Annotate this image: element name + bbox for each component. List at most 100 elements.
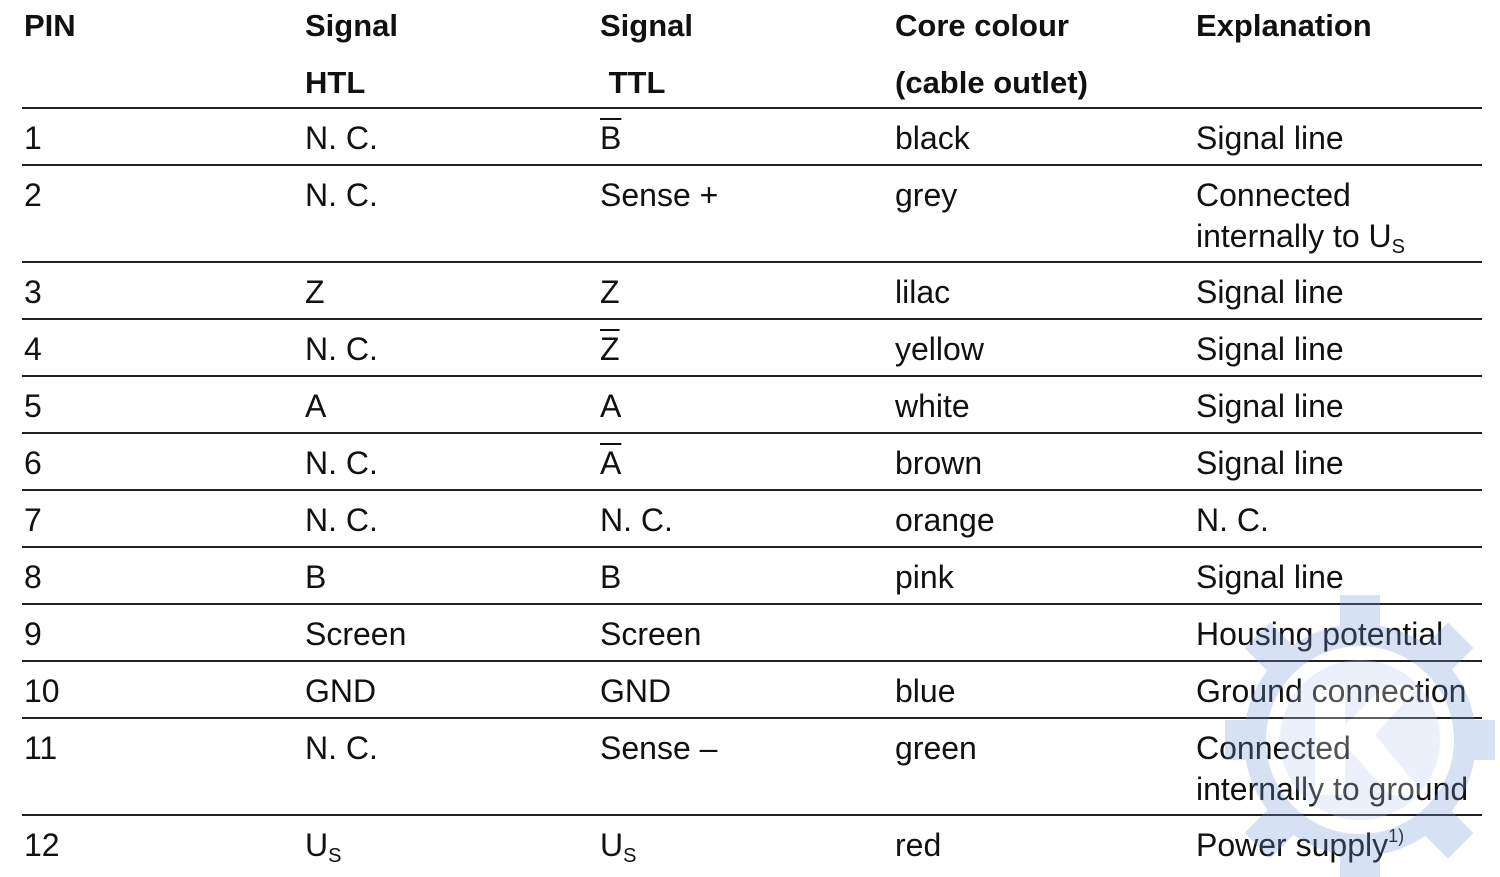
cell-signal-ttl: A — [600, 386, 621, 427]
cell-signal-ttl: N. C. — [600, 500, 673, 541]
cell-text: N. C. — [305, 331, 378, 367]
cell-text: red — [895, 827, 942, 863]
cell-signal-htl: N. C. — [305, 443, 378, 484]
cell-signal-ttl: Sense – — [600, 728, 717, 769]
cell-signal-htl: US — [305, 825, 341, 866]
cell-pin: 7 — [24, 500, 42, 541]
cell-pin: 5 — [24, 386, 42, 427]
cell-pin: 8 — [24, 557, 42, 598]
header-pin: PIN — [24, 0, 76, 111]
cell-explanation: Signal line — [1196, 118, 1344, 159]
cell-signal-htl: Screen — [305, 614, 406, 655]
cell-pin: 10 — [24, 671, 60, 712]
cell-signal-htl: GND — [305, 671, 376, 712]
cell-explanation: Signal line — [1196, 443, 1344, 484]
cell-core-colour: blue — [895, 671, 956, 712]
row-divider — [22, 489, 1482, 491]
header-text: Core colour — [895, 8, 1069, 43]
cell-text: 4 — [24, 331, 42, 367]
cell-core-colour: grey — [895, 175, 957, 216]
cell-explanation: Signal line — [1196, 329, 1344, 370]
cell-signal-ttl: Sense + — [600, 175, 718, 216]
cell-text: Z — [600, 331, 620, 367]
cell-text: internally to ground — [1196, 771, 1469, 807]
cell-text: blue — [895, 673, 956, 709]
cell-text: grey — [895, 177, 958, 213]
row-divider — [22, 814, 1482, 816]
cell-text: 11 — [24, 730, 58, 766]
cell-text: Sense + — [600, 177, 719, 213]
cell-signal-htl: N. C. — [305, 118, 378, 159]
cell-text: Ground connection — [1196, 673, 1467, 709]
header-explanation: Explanation — [1196, 0, 1372, 111]
cell-text: yellow — [895, 331, 984, 367]
cell-explanation: Connected internally to ground — [1196, 728, 1468, 810]
cell-text: 6 — [24, 445, 42, 481]
cell-text: lilac — [895, 274, 951, 310]
cell-signal-htl: N. C. — [305, 329, 378, 370]
cell-text: Signal line — [1196, 274, 1344, 310]
cell-signal-ttl: B — [600, 118, 621, 159]
cell-signal-htl: N. C. — [305, 500, 378, 541]
header-core-colour: Core colour (cable outlet) — [895, 0, 1088, 111]
cell-core-colour: red — [895, 825, 941, 866]
cell-text: Connected — [1196, 177, 1351, 213]
cell-text: Z — [305, 274, 325, 310]
cell-core-colour: lilac — [895, 272, 950, 313]
cell-text: Connected — [1196, 730, 1351, 766]
cell-explanation: N. C. — [1196, 500, 1269, 541]
cell-text: Housing potential — [1196, 616, 1444, 652]
cell-text: U — [305, 827, 329, 863]
cell-signal-ttl: B — [600, 557, 621, 598]
header-text: HTL — [305, 65, 366, 100]
subscript: S — [623, 845, 637, 867]
cell-text: brown — [895, 445, 983, 481]
header-text: Explanation — [1196, 8, 1372, 43]
row-divider — [22, 318, 1482, 320]
row-divider — [22, 660, 1482, 662]
cell-signal-htl: B — [305, 557, 326, 598]
cell-text: N. C. — [305, 502, 378, 538]
header-text: Signal — [305, 8, 399, 43]
cell-text: B — [305, 559, 327, 595]
cell-text: B — [600, 120, 622, 156]
cell-text: 3 — [24, 274, 42, 310]
cell-explanation: Housing potential — [1196, 614, 1443, 655]
cell-text: GND — [600, 673, 672, 709]
cell-signal-ttl: Z — [600, 329, 620, 370]
header-text: TTL — [600, 65, 666, 100]
cell-text: 7 — [24, 502, 42, 538]
subscript: S — [1391, 236, 1405, 258]
cell-text: 1 — [24, 120, 42, 156]
cell-text: Signal line — [1196, 388, 1344, 424]
cell-core-colour: white — [895, 386, 970, 427]
cell-pin: 1 — [24, 118, 42, 159]
row-divider — [22, 546, 1482, 548]
cell-core-colour: orange — [895, 500, 995, 541]
header-signal-htl: Signal HTL — [305, 0, 398, 111]
row-divider — [22, 603, 1482, 605]
cell-text: white — [895, 388, 970, 424]
cell-text: 8 — [24, 559, 42, 595]
cell-text: A — [305, 388, 327, 424]
cell-text: 5 — [24, 388, 42, 424]
cell-text: Signal line — [1196, 559, 1344, 595]
header-signal-ttl: Signal TTL — [600, 0, 693, 111]
cell-text: Signal line — [1196, 445, 1344, 481]
cell-text: A — [600, 445, 622, 481]
cell-text: Power supply — [1196, 827, 1389, 863]
cell-core-colour: pink — [895, 557, 954, 598]
cell-signal-htl: Z — [305, 272, 325, 313]
cell-text: orange — [895, 502, 995, 538]
cell-pin: 4 — [24, 329, 42, 370]
cell-text: 10 — [24, 673, 60, 709]
cell-text: internally to U — [1196, 218, 1392, 254]
cell-signal-htl: N. C. — [305, 728, 378, 769]
cell-core-colour: brown — [895, 443, 982, 484]
cell-text: Z — [600, 274, 620, 310]
cell-text: 2 — [24, 177, 42, 213]
cell-text: Screen — [600, 616, 702, 652]
cell-pin: 3 — [24, 272, 42, 313]
cell-explanation: Signal line — [1196, 272, 1344, 313]
cell-text: N. C. — [600, 502, 673, 538]
